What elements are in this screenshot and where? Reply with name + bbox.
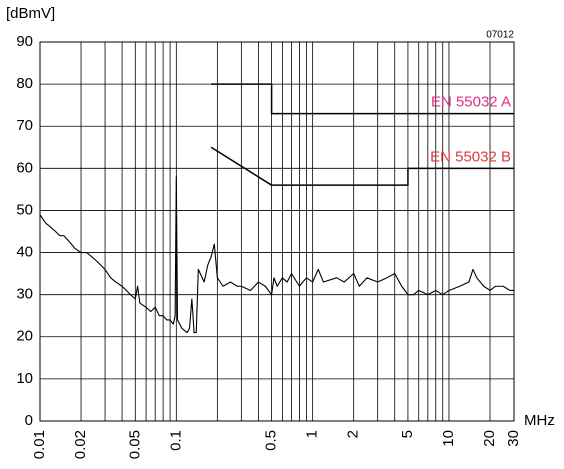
series-label: EN 55032 B — [430, 148, 511, 165]
x-tick-label: 10 — [440, 430, 457, 447]
series-line — [211, 83, 514, 115]
x-tick-label: 30 — [505, 430, 522, 447]
y-tick-label: 10 — [16, 370, 33, 387]
y-tick-label: 90 — [16, 33, 33, 50]
series-line — [210, 146, 514, 186]
x-axis-label: MHz — [524, 412, 555, 429]
x-tick-label: 1 — [304, 430, 321, 438]
x-tick-label: 0.02 — [72, 430, 89, 459]
x-tick-label: 0.1 — [167, 430, 184, 451]
y-tick-label: 80 — [16, 75, 33, 92]
y-tick-label: 50 — [16, 201, 33, 218]
x-tick-label: 20 — [481, 430, 498, 447]
y-tick-label: 30 — [16, 286, 33, 303]
series-label: EN 55032 A — [431, 94, 511, 111]
y-tick-label: 20 — [16, 328, 33, 345]
x-tick-label: 0.05 — [126, 430, 143, 459]
y-tick-label: 0 — [25, 412, 33, 429]
y-tick-label: 70 — [16, 117, 33, 134]
x-tick-label: 2 — [345, 430, 362, 438]
y-tick-label: 60 — [16, 159, 33, 176]
annotation: 07012 — [486, 30, 514, 41]
x-tick-label: 0.01 — [31, 430, 48, 459]
series-line — [39, 176, 514, 334]
y-axis-label: [dBmV] — [6, 5, 55, 22]
plot-frame — [39, 41, 515, 422]
x-tick-label: 5 — [399, 430, 416, 438]
x-tick-label: 0.5 — [263, 430, 280, 451]
y-tick-label: 40 — [16, 244, 33, 261]
